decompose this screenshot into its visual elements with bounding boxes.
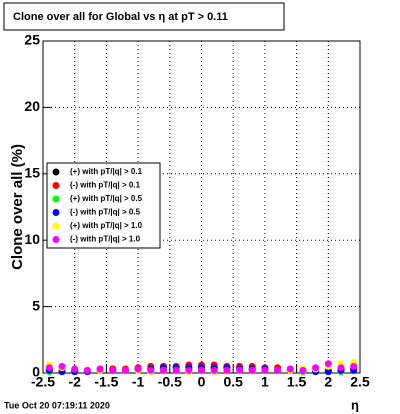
data-point	[299, 366, 307, 374]
x-tick-label: -1.5	[94, 374, 118, 390]
legend-label: (+) with pT/|q| > 1.0	[70, 221, 143, 230]
legend-marker	[52, 195, 60, 203]
data-point	[248, 366, 256, 374]
x-tick-label: 2	[324, 374, 332, 390]
data-point	[261, 366, 269, 374]
y-tick-label: 25	[24, 32, 40, 48]
x-tick-label: 1	[261, 374, 269, 390]
data-point	[109, 366, 117, 374]
title-box	[3, 2, 285, 31]
y-tick-label: 0	[32, 364, 40, 380]
legend-box	[46, 162, 161, 249]
x-tick-label: -2.5	[31, 374, 55, 390]
data-point	[223, 366, 231, 374]
data-point	[121, 366, 129, 374]
x-tick-label: 1.5	[287, 374, 307, 390]
data-point	[312, 364, 320, 372]
data-point	[83, 366, 91, 374]
data-point	[172, 366, 180, 374]
data-point	[159, 366, 167, 374]
data-point	[210, 366, 218, 374]
legend-label: (+) with pT/|q| > 0.1	[70, 167, 143, 176]
data-point	[286, 365, 294, 373]
legend-label: (-) with pT/|q| > 0.5	[70, 208, 141, 217]
footer-date: Tue Oct 20 07:19:11 2020	[4, 400, 110, 410]
x-tick-label: 0	[198, 374, 206, 390]
legend-label: (+) with pT/|q| > 0.5	[70, 194, 143, 203]
y-axis-label: Clone over all (%)	[9, 144, 26, 270]
y-tick-label: 5	[32, 297, 40, 313]
data-point	[58, 362, 66, 370]
x-tick-label: 2.5	[350, 374, 370, 390]
y-tick-label: 10	[24, 231, 40, 247]
data-point	[96, 365, 104, 373]
data-point	[324, 360, 332, 368]
legend-label: (-) with pT/|q| > 1.0	[70, 235, 141, 244]
legend-label: (-) with pT/|q| > 0.1	[70, 181, 141, 190]
data-point	[147, 366, 155, 374]
x-axis-label: η	[351, 397, 359, 412]
data-point	[350, 362, 358, 370]
x-tick-label: 0.5	[223, 374, 243, 390]
legend-marker	[52, 168, 60, 176]
data-point	[274, 366, 282, 374]
y-tick-label: 15	[24, 165, 40, 181]
x-tick-label: -1	[132, 374, 145, 390]
chart-title: Clone over all for Global vs η at pT > 0…	[13, 11, 228, 23]
data-point	[324, 368, 332, 376]
x-tick-label: -2	[68, 374, 81, 390]
data-point	[134, 365, 142, 373]
data-point	[45, 364, 53, 372]
x-tick-label: -0.5	[158, 374, 182, 390]
y-tick-label: 20	[24, 98, 40, 114]
data-point	[71, 365, 79, 373]
data-point	[198, 366, 205, 374]
legend-marker	[52, 222, 60, 230]
legend-marker	[52, 182, 60, 189]
data-point	[185, 366, 193, 374]
data-point	[236, 366, 244, 374]
data-point	[337, 364, 345, 372]
legend-marker	[52, 236, 60, 243]
legend-marker	[52, 209, 60, 216]
